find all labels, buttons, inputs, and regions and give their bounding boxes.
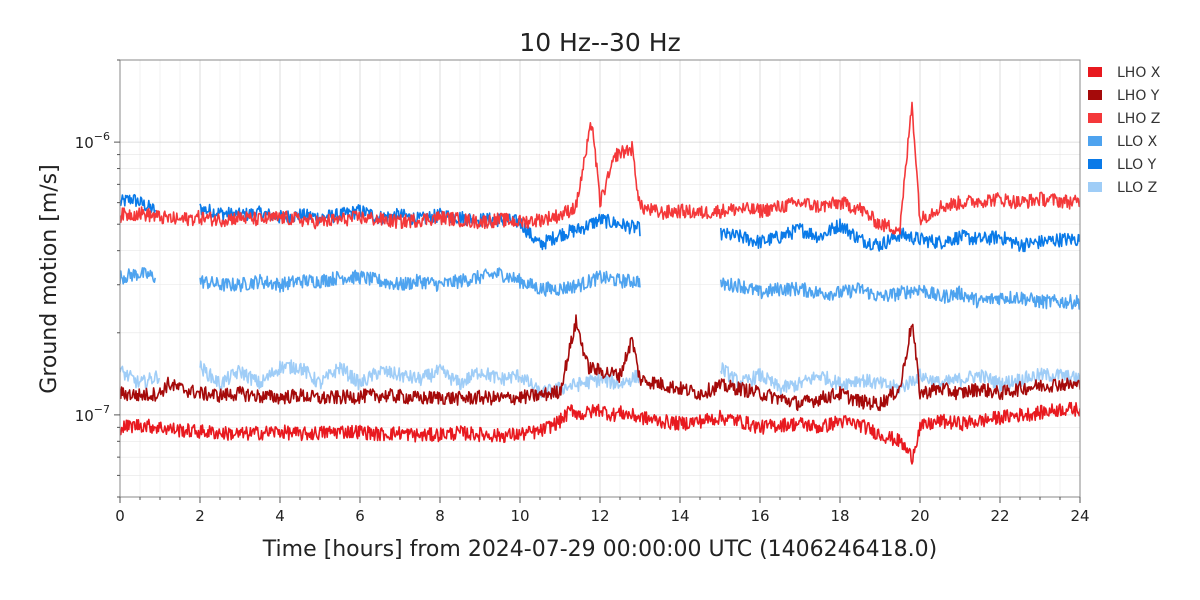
legend-swatch xyxy=(1088,90,1102,100)
x-tick-label: 14 xyxy=(670,507,689,525)
x-tick-label: 0 xyxy=(115,507,125,525)
x-tick-label: 24 xyxy=(1070,507,1089,525)
series-line-llo-x xyxy=(720,277,1080,310)
legend-swatch xyxy=(1088,136,1102,146)
y-axis: 10−6 10−7 xyxy=(75,59,120,498)
x-axis-label: Time [hours] from 2024-07-29 00:00:00 UT… xyxy=(262,537,937,562)
x-tick-label: 8 xyxy=(435,507,445,525)
series-line-llo-z xyxy=(120,365,160,390)
series-line-llo-z xyxy=(199,359,641,399)
legend: LHO X LHO Y LHO Z LLO X LLO Y LLO Z xyxy=(1088,65,1161,196)
legend-label: LLO X xyxy=(1117,134,1158,150)
x-tick-label: 18 xyxy=(830,507,849,525)
y-tick-label: 10−6 xyxy=(75,130,110,152)
legend-swatch xyxy=(1088,159,1102,169)
x-tick-label: 22 xyxy=(990,507,1009,525)
legend-swatch xyxy=(1088,67,1102,77)
y-axis-label: Ground motion [m/s] xyxy=(37,164,62,393)
series-line-llo-y xyxy=(120,193,156,214)
x-tick-label: 16 xyxy=(750,507,769,525)
legend-label: LHO Y xyxy=(1117,88,1160,104)
x-tick-label: 20 xyxy=(910,507,929,525)
legend-swatch xyxy=(1088,113,1102,123)
y-tick-label: 10−7 xyxy=(75,403,110,425)
legend-label: LHO Z xyxy=(1117,111,1160,127)
legend-label: LLO Z xyxy=(1117,180,1157,196)
chart-title: 10 Hz--30 Hz xyxy=(519,28,680,57)
x-tick-label: 6 xyxy=(355,507,365,525)
series-line-llo-z xyxy=(720,362,1080,396)
series-line-lho-z xyxy=(120,101,1080,235)
legend-swatch xyxy=(1088,182,1102,192)
series-line-lho-y xyxy=(120,314,1080,412)
x-tick-label: 4 xyxy=(275,507,285,525)
x-tick-label: 12 xyxy=(590,507,609,525)
x-tick-label: 2 xyxy=(195,507,205,525)
series-line-llo-x xyxy=(120,267,156,285)
x-tick-label: 10 xyxy=(510,507,529,525)
series-line-lho-x xyxy=(120,401,1080,465)
x-axis: 0 2 4 6 8 10 12 14 16 18 20 22 24 xyxy=(115,497,1090,525)
plot-area xyxy=(120,101,1080,465)
legend-label: LLO Y xyxy=(1117,157,1157,173)
legend-label: LHO X xyxy=(1117,65,1161,81)
series-line-llo-x xyxy=(199,267,641,297)
